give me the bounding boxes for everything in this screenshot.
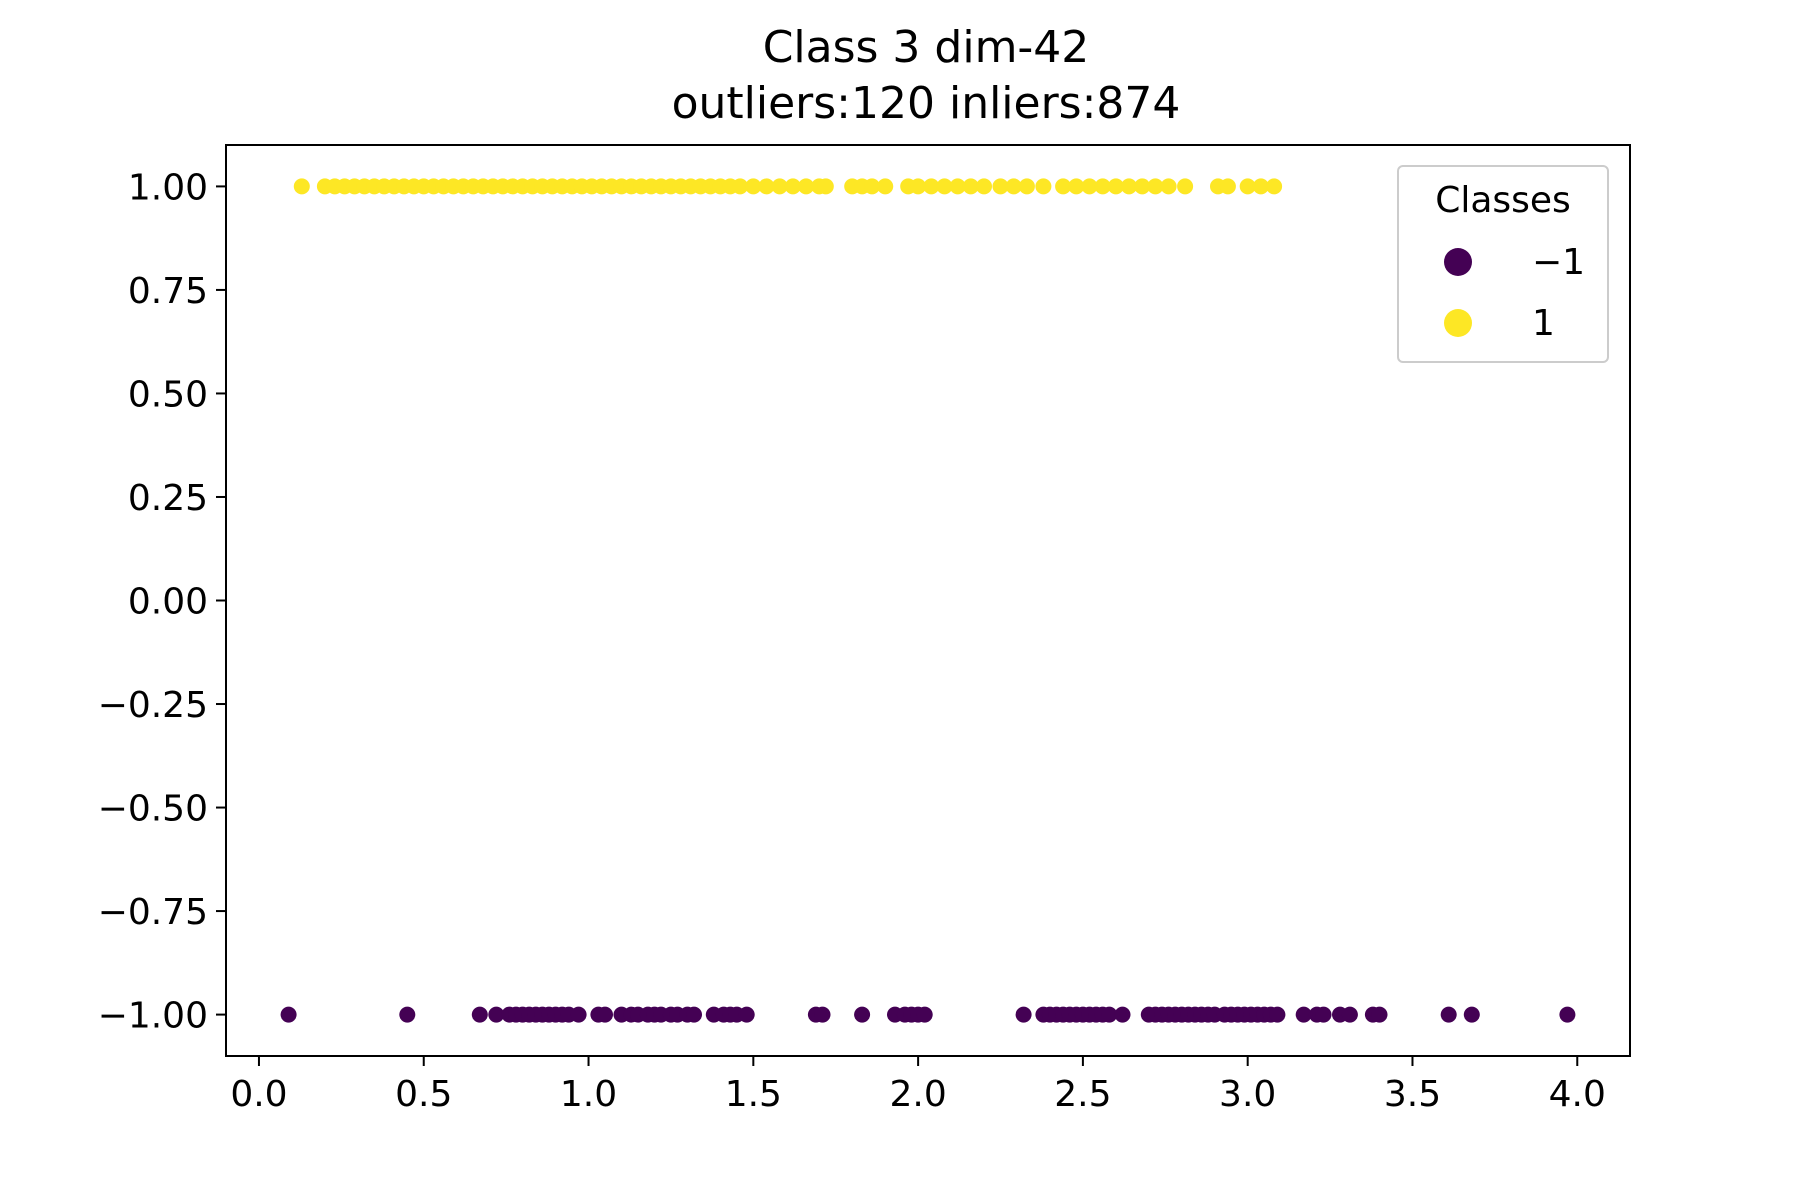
legend-marker-outlier (1444, 248, 1472, 276)
outlier-point (399, 1006, 416, 1023)
inlier-point (1068, 178, 1085, 195)
outlier-point (1440, 1006, 1457, 1023)
inlier-point (771, 178, 788, 195)
outlier-point (1295, 1006, 1312, 1023)
inlier-point (1239, 178, 1256, 195)
legend-label-inlier: 1 (1532, 303, 1555, 344)
inlier-point (1005, 178, 1022, 195)
legend-label-outlier: −1 (1532, 242, 1585, 283)
inlier-point (745, 178, 762, 195)
outlier-point (280, 1006, 297, 1023)
outlier-point (854, 1006, 871, 1023)
points-layer (280, 178, 1576, 1023)
plot-frame (225, 144, 1631, 1057)
legend-marker-inlier (1444, 309, 1472, 337)
inlier-point (910, 178, 927, 195)
legend-title: Classes (1435, 180, 1571, 221)
inlier-point (877, 178, 894, 195)
inlier-point (1055, 178, 1072, 195)
outlier-point (814, 1006, 831, 1023)
inlier-point (1081, 178, 1098, 195)
chart-title: Class 3 dim-42 (763, 22, 1090, 73)
outlier-point (1101, 1006, 1118, 1023)
outlier-point (488, 1006, 505, 1023)
inlier-point (1134, 178, 1151, 195)
outlier-point (916, 1006, 933, 1023)
inlier-point (798, 178, 815, 195)
inlier-point (923, 178, 940, 195)
inlier-point (1121, 178, 1137, 195)
y-tick-label: −0.75 (98, 892, 208, 933)
y-tick-label: 0.50 (128, 374, 208, 415)
inlier-point (962, 178, 979, 195)
outlier-point (1463, 1006, 1480, 1023)
x-tick-label: 3.0 (1219, 1074, 1276, 1115)
inlier-point (293, 178, 310, 195)
outlier-point (1371, 1006, 1388, 1023)
inlier-point (1094, 178, 1111, 195)
legend: Classes −1 1 (1397, 165, 1609, 363)
inlier-point (1252, 178, 1269, 195)
inlier-point (1219, 178, 1236, 195)
inlier-point (976, 178, 992, 195)
inlier-point (992, 178, 1009, 195)
x-tick-label: 0.0 (230, 1074, 287, 1115)
outlier-point (597, 1006, 613, 1023)
outlier-point (570, 1006, 587, 1023)
outlier-point (686, 1006, 702, 1023)
outlier-point (1114, 1006, 1131, 1023)
x-tick-label: 1.5 (725, 1074, 782, 1115)
inlier-point (784, 178, 801, 195)
y-tick-label: −0.25 (98, 685, 208, 726)
outlier-point (1315, 1006, 1332, 1023)
inlier-point (758, 178, 775, 195)
x-tick-label: 1.0 (560, 1074, 617, 1115)
y-tick-label: −1.00 (98, 996, 208, 1037)
inlier-point (732, 178, 749, 195)
chart-subtitle: outliers:120 inliers:874 (672, 78, 1181, 129)
inlier-point (1177, 178, 1194, 195)
y-axis: 1.00 0.75 0.50 0.25 0.00 −0.25 −0.50 −0.75 −1.00 (98, 167, 226, 1037)
inlier-point (1107, 178, 1124, 195)
x-tick-label: 0.5 (395, 1074, 452, 1115)
inlier-point (1266, 178, 1283, 195)
outlier-point (1269, 1006, 1286, 1023)
inlier-point (1160, 178, 1177, 195)
outlier-point (471, 1006, 488, 1023)
x-tick-label: 4.0 (1549, 1074, 1606, 1115)
y-tick-label: 0.75 (128, 271, 208, 312)
outlier-point (1341, 1006, 1358, 1023)
x-tick-label: 3.5 (1384, 1074, 1441, 1115)
outlier-point (738, 1006, 755, 1023)
inlier-point (949, 178, 966, 195)
inlier-point (1035, 178, 1052, 195)
x-tick-label: 2.5 (1054, 1074, 1111, 1115)
x-tick-label: 2.0 (889, 1074, 946, 1115)
y-tick-label: 0.00 (128, 582, 208, 623)
outlier-point (1015, 1006, 1032, 1023)
inlier-point (817, 178, 834, 195)
y-tick-label: 0.25 (128, 478, 208, 519)
inlier-point (1147, 178, 1164, 195)
y-tick-label: −0.50 (98, 789, 208, 830)
inlier-point (936, 178, 953, 195)
plot-area (226, 145, 1630, 1056)
inlier-point (864, 178, 880, 195)
x-axis: 0.0 0.5 1.0 1.5 2.0 2.5 3.0 3.5 4.0 (230, 1056, 1606, 1115)
inlier-point (1018, 178, 1035, 195)
outlier-point (1559, 1006, 1576, 1023)
y-tick-label: 1.00 (128, 167, 208, 208)
